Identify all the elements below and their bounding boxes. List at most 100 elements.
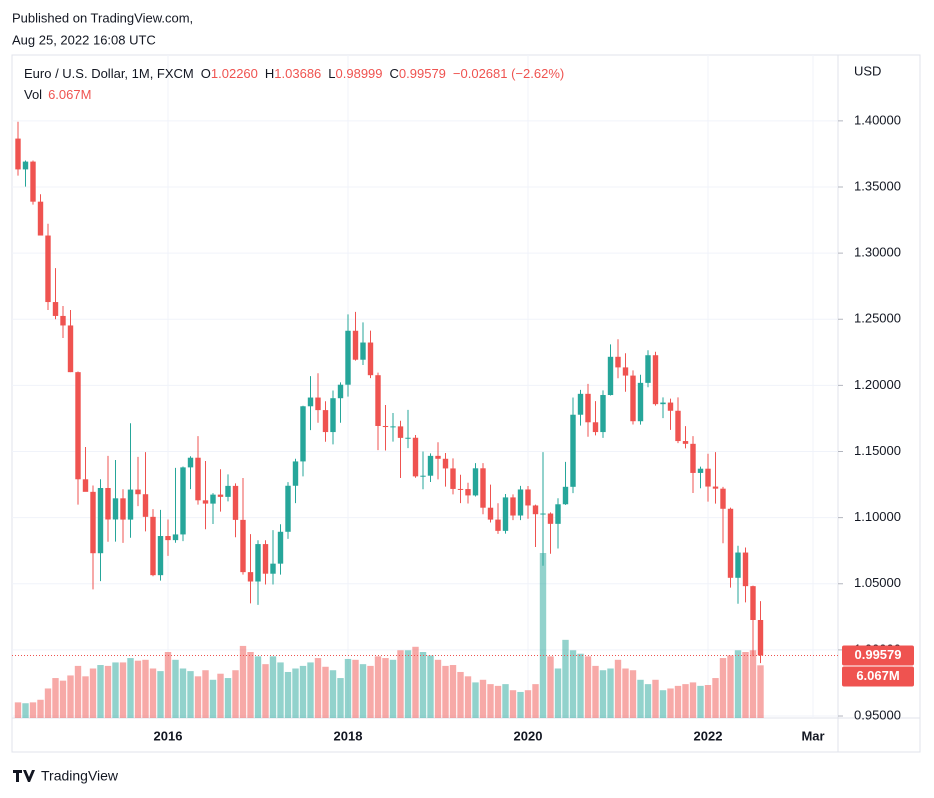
volume-bar: [22, 703, 29, 718]
volume-bar: [112, 662, 119, 718]
currency: USD: [854, 63, 881, 78]
y-tick-label: 1.25000: [854, 311, 901, 326]
candle-body: [255, 544, 261, 582]
volume-bar: [29, 702, 37, 718]
volume-bar: [277, 662, 284, 718]
volume-bar: [374, 656, 382, 718]
candle-body: [517, 489, 524, 516]
volume-bar: [719, 658, 727, 718]
candle-body: [157, 536, 164, 576]
volume-bar: [457, 671, 464, 718]
last-volume-box: [842, 666, 914, 687]
volume-bar: [187, 671, 194, 718]
candle-body: [540, 513, 546, 515]
volume-bar: [239, 645, 247, 718]
volume-bar: [269, 656, 277, 718]
candle-body: [307, 397, 314, 407]
volume-bar: [599, 670, 607, 718]
candle-body: [82, 479, 89, 492]
ohlc-value: 0.98999: [336, 66, 383, 81]
volume-bar: [757, 665, 764, 718]
candle-body: [375, 375, 381, 426]
volume-bar: [97, 665, 104, 718]
volume-bar: [82, 676, 89, 718]
grid: [12, 55, 843, 718]
ohlc-label: O: [201, 66, 211, 81]
brand: TradingView: [41, 768, 119, 784]
volume-bar: [644, 684, 652, 718]
y-tick-label: 1.15000: [854, 443, 901, 458]
candle-body: [442, 458, 449, 469]
volume-bar: [202, 670, 209, 718]
candle-body: [277, 531, 284, 564]
volume-bar: [44, 688, 52, 718]
volume-bar: [667, 688, 674, 718]
candle-body: [15, 138, 21, 170]
published-note: Published on TradingView.com,: [12, 10, 193, 25]
volume-bar: [547, 656, 554, 718]
candle-body: [270, 563, 276, 574]
volume-bar: [584, 656, 592, 718]
volume-bar: [697, 685, 704, 718]
volume-bar: [607, 668, 614, 718]
volume-bar: [727, 655, 734, 718]
candle-body: [202, 500, 209, 504]
candle-body: [322, 410, 329, 433]
candle-body: [405, 437, 411, 439]
timestamp: Aug 25, 2022 16:08 UTC: [12, 32, 156, 47]
candle-body: [225, 485, 231, 497]
ohlc-value: 0.99579: [399, 66, 446, 81]
candle-body: [195, 457, 201, 501]
candle-body: [750, 586, 756, 620]
candle-body: [607, 356, 614, 396]
candle-body: [337, 384, 344, 399]
candles: [15, 121, 764, 664]
volume-bar: [487, 684, 494, 718]
candle-body: [90, 491, 96, 554]
candle-body: [667, 402, 674, 411]
volume-bar: [427, 655, 434, 718]
candle-body: [30, 161, 36, 202]
chart-frame: [11, 54, 921, 753]
candle-body: [247, 572, 254, 582]
candle-body: [495, 519, 501, 531]
candle-body: [240, 519, 246, 573]
volume-bar: [59, 680, 67, 718]
volume-bar: [419, 652, 427, 718]
candle-body: [592, 422, 599, 433]
candle-body: [300, 406, 306, 462]
candle-body: [45, 235, 51, 303]
volume-bar: [734, 650, 742, 718]
volume-bar: [442, 665, 449, 718]
volume-bar: [299, 665, 307, 718]
candle-body: [232, 485, 239, 520]
volume-bar: [689, 682, 697, 718]
volume-bar: [569, 650, 577, 718]
candle-body: [397, 426, 404, 438]
volume-bars: [14, 553, 764, 718]
candle-body: [105, 488, 111, 520]
candle-body: [615, 356, 621, 368]
candle-body: [690, 443, 696, 473]
volume-bar: [329, 670, 337, 718]
last-price-label: 0.99579: [855, 647, 902, 662]
volume-bar: [134, 660, 142, 718]
volume-bar: [382, 658, 389, 718]
volume-bar: [412, 646, 419, 718]
candle-body: [555, 504, 561, 524]
candle-body: [705, 468, 711, 487]
volume-bar: [554, 668, 562, 718]
y-tick-label: 1.05000: [854, 575, 901, 590]
volume-bar: [142, 659, 149, 718]
candle-body: [757, 619, 764, 656]
volume-legend-label: Vol: [24, 87, 42, 102]
logo-icon: [13, 770, 35, 782]
volume-bar: [344, 658, 352, 718]
ohlc-label: L: [328, 66, 335, 81]
ohlc-label: C: [390, 66, 399, 81]
candle-body: [525, 489, 531, 506]
volume-bar: [322, 666, 329, 718]
volume-bar: [224, 678, 232, 718]
candle-body: [352, 330, 359, 360]
volume-bar: [179, 668, 187, 718]
